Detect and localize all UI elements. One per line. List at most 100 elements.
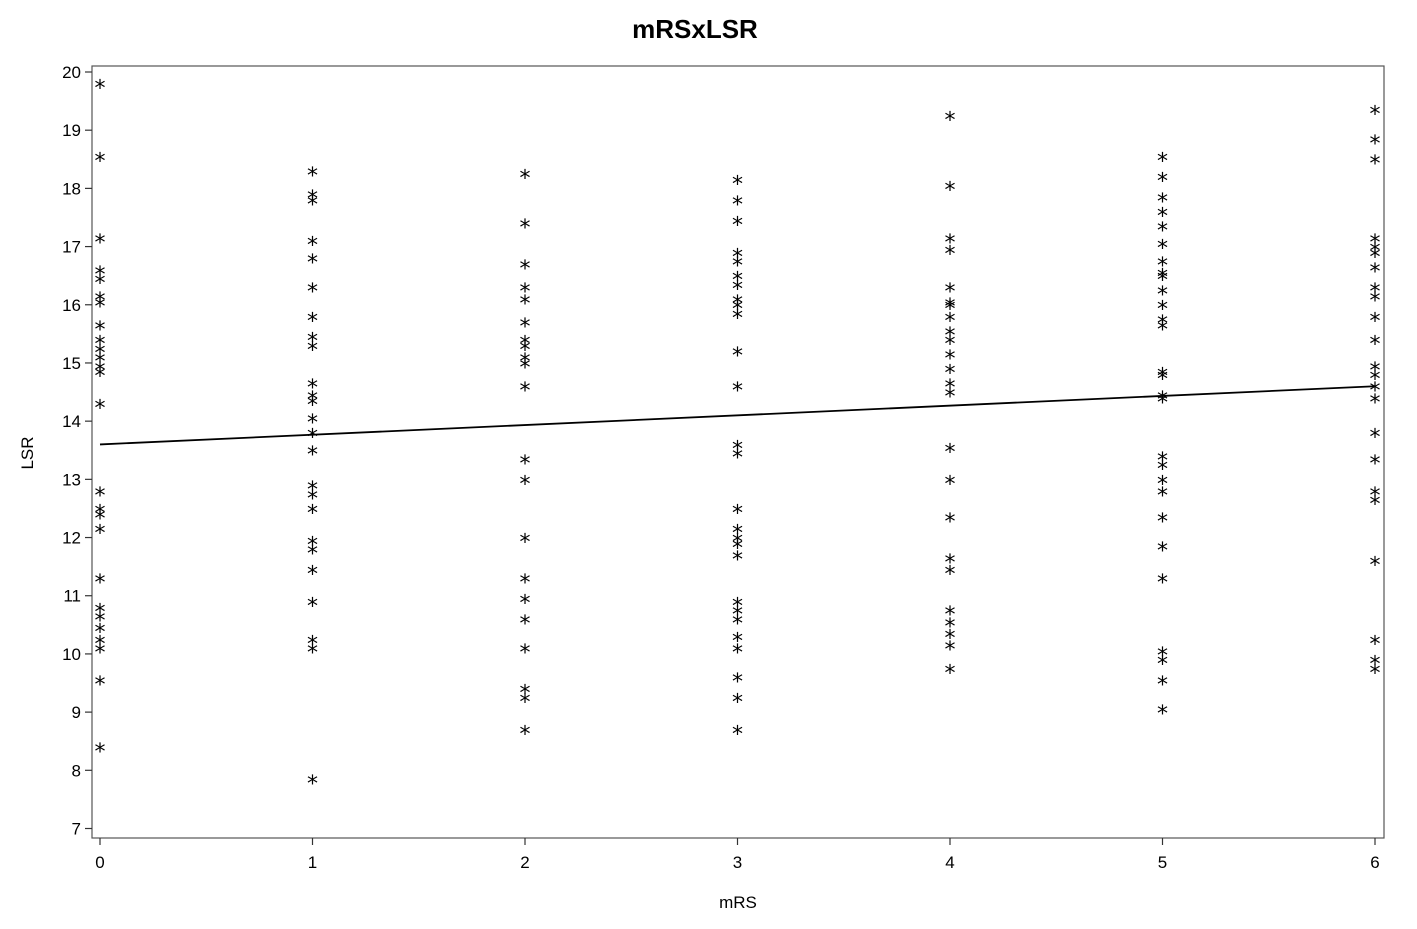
data-point: *: [95, 571, 106, 596]
data-point: *: [307, 426, 318, 451]
data-point: *: [520, 682, 531, 707]
data-point: *: [732, 548, 743, 573]
data-point: *: [95, 359, 106, 384]
data-point: *: [1370, 132, 1381, 157]
chart-title: mRSxLSR: [632, 14, 758, 44]
data-point: *: [307, 594, 318, 619]
data-point: *: [307, 330, 318, 355]
data-point: *: [945, 638, 956, 663]
data-point: *: [1370, 554, 1381, 579]
data-point: *: [945, 362, 956, 387]
data-point: *: [732, 536, 743, 561]
data-point: *: [95, 271, 106, 296]
data-point: *: [307, 533, 318, 558]
data-point: *: [520, 257, 531, 282]
data-point: *: [1370, 359, 1381, 384]
data-point: *: [95, 333, 106, 358]
data-point: *: [732, 254, 743, 279]
data-point: *: [732, 245, 743, 270]
data-point: *: [945, 385, 956, 410]
data-point: *: [732, 522, 743, 547]
data-point: *: [520, 472, 531, 497]
data-point: *: [520, 530, 531, 555]
data-point: *: [307, 487, 318, 512]
data-point: *: [1157, 702, 1168, 727]
x-tick-label: 3: [733, 853, 742, 872]
data-point: *: [945, 510, 956, 535]
y-tick-label: 14: [62, 412, 81, 431]
data-point: *: [1157, 388, 1168, 413]
data-point: *: [520, 167, 531, 192]
data-point: *: [95, 621, 106, 646]
data-point: *: [520, 452, 531, 477]
data-point: *: [520, 690, 531, 715]
data-point: *: [1370, 368, 1381, 393]
data-point: *: [945, 242, 956, 267]
data-point: *: [307, 388, 318, 413]
data-point: *: [95, 673, 106, 698]
data-point: *: [1157, 318, 1168, 343]
data-point: *: [945, 309, 956, 334]
data-point: *: [732, 269, 743, 294]
data-point: *: [520, 571, 531, 596]
data-point: *: [1370, 289, 1381, 314]
data-point: *: [732, 292, 743, 317]
data-point: *: [1157, 254, 1168, 279]
y-tick-label: 13: [62, 470, 81, 489]
data-point: *: [945, 333, 956, 358]
data-point: *: [945, 661, 956, 686]
data-point: *: [732, 501, 743, 526]
data-point: *: [95, 484, 106, 509]
y-axis-label: LSR: [18, 436, 37, 469]
data-point: *: [307, 338, 318, 363]
data-point: *: [520, 722, 531, 747]
data-point: *: [1370, 379, 1381, 404]
data-point: *: [732, 641, 743, 666]
data-point: *: [945, 440, 956, 465]
data-point: *: [95, 77, 106, 102]
data-point: *: [307, 251, 318, 276]
data-point: *: [1157, 484, 1168, 509]
data-point: *: [95, 501, 106, 526]
data-point: *: [1370, 653, 1381, 678]
data-point: *: [1157, 269, 1168, 294]
data-point: *: [95, 149, 106, 174]
data-point: *: [732, 173, 743, 198]
data-point: *: [945, 295, 956, 320]
data-point: *: [520, 379, 531, 404]
data-point: *: [307, 411, 318, 436]
data-point: *: [732, 670, 743, 695]
data-point: *: [307, 187, 318, 212]
data-point: *: [307, 164, 318, 189]
data-point: *: [1370, 231, 1381, 256]
data-point: *: [945, 472, 956, 497]
data-point: *: [732, 213, 743, 238]
data-point: *: [945, 231, 956, 256]
data-point: *: [945, 298, 956, 323]
y-tick-label: 17: [62, 238, 81, 257]
data-point: *: [520, 592, 531, 617]
data-point: *: [307, 542, 318, 567]
data-point: *: [1157, 539, 1168, 564]
data-point: *: [1157, 510, 1168, 535]
regression-line: [99, 385, 1376, 446]
data-point: *: [732, 629, 743, 654]
data-point: *: [732, 379, 743, 404]
data-point: *: [1370, 280, 1381, 305]
data-point: *: [95, 231, 106, 256]
data-point: *: [1157, 283, 1168, 308]
data-point: *: [1157, 365, 1168, 390]
data-point: *: [945, 178, 956, 203]
data-point: *: [1370, 426, 1381, 451]
data-point: *: [1370, 484, 1381, 509]
data-point: *: [1157, 673, 1168, 698]
data-point: *: [732, 530, 743, 555]
data-point: *: [95, 740, 106, 765]
data-point: *: [945, 626, 956, 651]
y-tick-label: 12: [62, 529, 81, 548]
data-point: *: [95, 350, 106, 375]
y-tick-label: 8: [72, 761, 81, 780]
y-tick-label: 10: [62, 645, 81, 664]
